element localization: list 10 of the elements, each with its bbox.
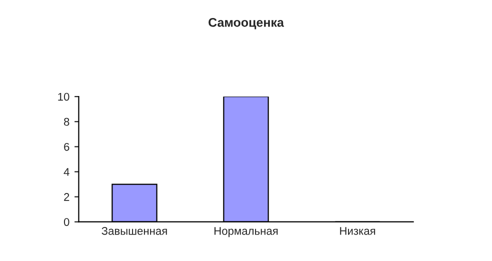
y-tick-label: 2 [64, 193, 70, 201]
x-tick-label: Нормальная [214, 227, 278, 238]
x-tick-label: Завышенная [102, 227, 167, 235]
y-tick-label: 6 [64, 142, 70, 151]
y-tick-label: 8 [64, 118, 70, 126]
x-tick-label: Низкая [340, 227, 376, 235]
y-tick-label: 4 [64, 168, 70, 176]
y-tick-label: 0 [64, 218, 70, 226]
chart-title: Самооценка [208, 18, 284, 30]
y-tick-label: 10 [58, 92, 70, 101]
